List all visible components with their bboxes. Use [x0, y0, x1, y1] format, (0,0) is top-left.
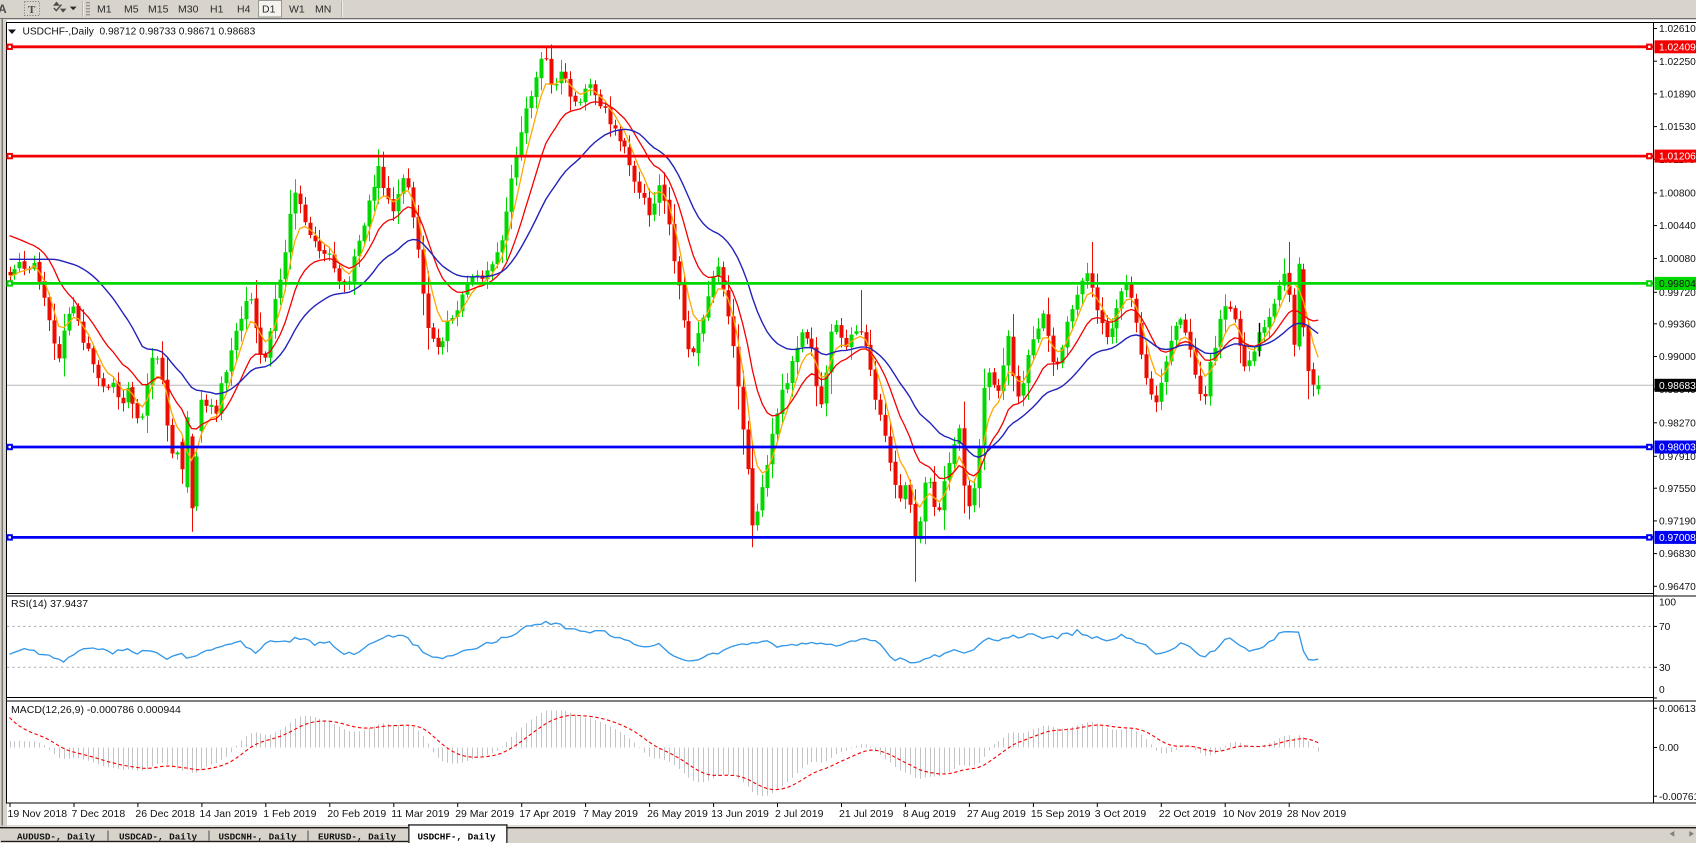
- svg-text:7 Dec 2018: 7 Dec 2018: [72, 808, 126, 820]
- svg-text:EURUSD-, Daily: EURUSD-, Daily: [318, 832, 397, 843]
- svg-text:1.00440: 1.00440: [1659, 221, 1696, 232]
- svg-text:1.02610: 1.02610: [1659, 24, 1696, 35]
- svg-text:10 Nov 2019: 10 Nov 2019: [1223, 808, 1283, 820]
- svg-text:1.01530: 1.01530: [1659, 122, 1696, 133]
- svg-text:H1: H1: [210, 4, 224, 16]
- svg-text:1.01206: 1.01206: [1659, 152, 1696, 163]
- svg-text:D1: D1: [262, 4, 276, 16]
- svg-text:H4: H4: [237, 4, 251, 16]
- svg-text:14 Jan 2019: 14 Jan 2019: [199, 808, 257, 820]
- svg-text:AUDUSD-, Daily: AUDUSD-, Daily: [17, 832, 96, 843]
- svg-text:W1: W1: [289, 4, 305, 16]
- svg-text:0.98683: 0.98683: [1659, 381, 1696, 392]
- svg-text:3 Oct 2019: 3 Oct 2019: [1095, 808, 1147, 820]
- svg-text:0.00: 0.00: [1659, 743, 1679, 754]
- svg-text:0.96470: 0.96470: [1659, 582, 1696, 593]
- svg-text:-0.007612: -0.007612: [1659, 792, 1696, 803]
- svg-text:0.98003: 0.98003: [1659, 443, 1696, 454]
- svg-text:0.97190: 0.97190: [1659, 517, 1696, 528]
- svg-text:1 Feb 2019: 1 Feb 2019: [263, 808, 316, 820]
- svg-text:USDCAD-, Daily: USDCAD-, Daily: [119, 832, 198, 843]
- svg-text:1.01890: 1.01890: [1659, 90, 1696, 101]
- svg-text:28 Nov 2019: 28 Nov 2019: [1287, 808, 1347, 820]
- svg-text:20 Feb 2019: 20 Feb 2019: [327, 808, 386, 820]
- svg-text:0.99804: 0.99804: [1659, 279, 1696, 290]
- svg-text:RSI(14) 37.9437: RSI(14) 37.9437: [11, 598, 88, 610]
- svg-text:26 May 2019: 26 May 2019: [647, 808, 708, 820]
- svg-text:22 Oct 2019: 22 Oct 2019: [1159, 808, 1216, 820]
- svg-text:1.02250: 1.02250: [1659, 57, 1696, 68]
- svg-text:1.02409: 1.02409: [1659, 42, 1696, 53]
- svg-text:0.97008: 0.97008: [1659, 533, 1696, 544]
- svg-text:MN: MN: [315, 4, 331, 16]
- svg-text:27 Aug 2019: 27 Aug 2019: [967, 808, 1026, 820]
- svg-text:7 May 2019: 7 May 2019: [583, 808, 638, 820]
- svg-text:0.00613: 0.00613: [1659, 704, 1696, 715]
- svg-text:29 Mar 2019: 29 Mar 2019: [455, 808, 514, 820]
- svg-text:19 Nov 2018: 19 Nov 2018: [8, 808, 68, 820]
- svg-text:USDCNH-, Daily: USDCNH-, Daily: [218, 832, 297, 843]
- svg-text:M5: M5: [124, 4, 139, 16]
- svg-text:MACD(12,26,9) -0.000786 0.0009: MACD(12,26,9) -0.000786 0.000944: [11, 704, 181, 716]
- svg-text:0.97910: 0.97910: [1659, 452, 1696, 463]
- svg-text:15 Sep 2019: 15 Sep 2019: [1031, 808, 1091, 820]
- svg-text:100: 100: [1659, 597, 1676, 608]
- svg-text:T: T: [28, 4, 36, 16]
- svg-text:11 Mar 2019: 11 Mar 2019: [391, 808, 449, 820]
- svg-text:USDCHF-,Daily 0.98712 0.98733: USDCHF-,Daily 0.98712 0.98733 0.98671 0.…: [23, 26, 256, 37]
- svg-text:0.99720: 0.99720: [1659, 288, 1696, 299]
- svg-text:17 Apr 2019: 17 Apr 2019: [519, 808, 576, 820]
- svg-text:0.99360: 0.99360: [1659, 319, 1696, 330]
- svg-text:USDCHF-, Daily: USDCHF-, Daily: [417, 832, 496, 843]
- svg-text:M30: M30: [178, 4, 199, 16]
- svg-text:2 Jul 2019: 2 Jul 2019: [775, 808, 824, 820]
- svg-text:A: A: [0, 2, 7, 16]
- svg-text:8 Aug 2019: 8 Aug 2019: [903, 808, 956, 820]
- svg-text:21 Jul 2019: 21 Jul 2019: [839, 808, 893, 820]
- svg-text:M1: M1: [97, 4, 112, 16]
- svg-text:26 Dec 2018: 26 Dec 2018: [135, 808, 195, 820]
- svg-text:1.00800: 1.00800: [1659, 189, 1696, 200]
- svg-text:13 Jun 2019: 13 Jun 2019: [711, 808, 769, 820]
- svg-text:0.99000: 0.99000: [1659, 352, 1696, 363]
- svg-text:0.98270: 0.98270: [1659, 418, 1696, 429]
- svg-text:70: 70: [1659, 622, 1671, 633]
- svg-text:0.96830: 0.96830: [1659, 549, 1696, 560]
- svg-text:0.97550: 0.97550: [1659, 484, 1696, 495]
- svg-text:0: 0: [1659, 685, 1665, 696]
- svg-text:M15: M15: [148, 4, 169, 16]
- svg-text:30: 30: [1659, 663, 1671, 674]
- svg-text:1.00080: 1.00080: [1659, 254, 1696, 265]
